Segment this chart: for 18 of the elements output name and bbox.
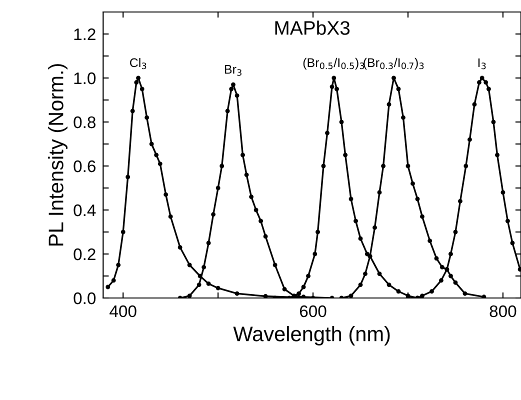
x-axis-title: Wavelength (nm) <box>233 326 390 346</box>
chart-title: MAPbX3 <box>275 20 350 35</box>
annotation: Br$_{3}$ <box>224 65 242 76</box>
y-tick-label: 1.2 <box>74 28 96 40</box>
y-tick-label: 1.0 <box>74 72 96 84</box>
y-tick-label: 0.4 <box>74 204 96 216</box>
y-tick-label: 0.0 <box>74 292 96 304</box>
annotation: (Br$_{0.3}$/I$_{0.7}$)$_{3}$ <box>364 58 424 70</box>
annotation: Cl$_{3}$ <box>130 58 146 70</box>
y-axis-title: PL Intensity (Norm.) <box>48 64 68 246</box>
annotation: (Br$_{0.5}$/I$_{0.5}$)$_{3}$ <box>303 58 364 70</box>
y-tick-label: 0.2 <box>74 248 96 260</box>
x-tick-label: 600 <box>300 305 326 318</box>
x-tick-label: 800 <box>490 305 516 318</box>
x-tick-label: 400 <box>110 305 136 318</box>
y-tick-label: 0.6 <box>74 160 96 172</box>
y-tick-label: 0.8 <box>74 116 96 128</box>
annotation: I$_{3}$ <box>478 58 486 70</box>
